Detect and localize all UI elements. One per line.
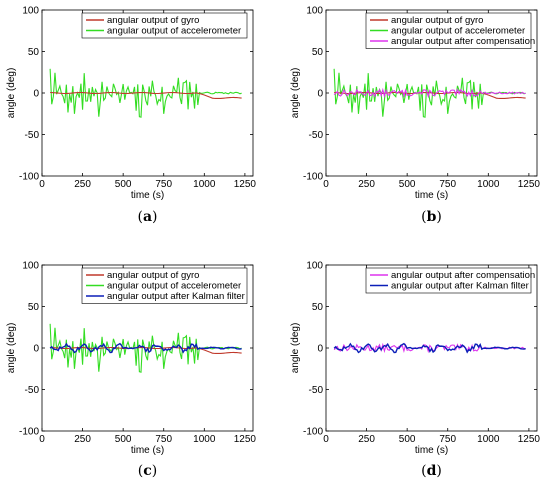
x-axis-label: time (s): [415, 445, 448, 456]
y-tick-label: 50: [28, 302, 40, 313]
y-tick-label: -50: [309, 385, 324, 396]
series-line-compensation: [333, 87, 526, 99]
series-line-gyro: [50, 346, 242, 355]
series-line-gyro: [50, 91, 242, 100]
y-tick-label: 0: [317, 89, 323, 100]
x-tick-label: 250: [358, 179, 375, 190]
legend-entry-gyro: angular output of gyro: [107, 15, 199, 26]
y-tick-label: 0: [33, 89, 39, 100]
y-tick-label: 0: [317, 344, 323, 355]
y-tick-label: 100: [306, 6, 323, 17]
x-tick-label: 750: [155, 179, 172, 190]
legend-entry-kalman: angular output after Kalman filter: [391, 281, 529, 292]
legend-entry-compensation: angular output after compensation: [391, 270, 535, 281]
x-tick-label: 250: [74, 434, 91, 445]
y-tick-label: 100: [22, 6, 39, 17]
chart-panel-b: 0 250 500 750 1000 1250 -100 -50 0 50 100 time (s) a…: [290, 6, 540, 226]
chart-panel-c: 0 250 500 750 1000 1250 -100 -50 0 50 100 time (s) a…: [6, 261, 256, 480]
panel-caption: (c): [138, 463, 157, 479]
x-tick-label: 500: [399, 434, 416, 445]
series-line-gyro: [334, 91, 526, 100]
legend-entry-compensation: angular output after compensation: [391, 36, 535, 47]
x-tick-label: 0: [323, 434, 329, 445]
panel-caption: (b): [421, 209, 442, 225]
y-tick-label: -50: [309, 130, 324, 141]
x-tick-label: 0: [39, 434, 45, 445]
y-tick-label: 50: [312, 302, 324, 313]
x-tick-label: 1000: [193, 179, 216, 190]
legend-box: [365, 267, 532, 294]
x-tick-label: 750: [439, 179, 456, 190]
y-tick-label: -100: [19, 172, 39, 183]
legend-entry-accelerometer: angular output of accelerometer: [107, 26, 241, 37]
x-tick-label: 1000: [477, 179, 500, 190]
x-axis-label: time (s): [415, 190, 448, 201]
y-tick-label: 50: [28, 47, 40, 58]
series-line-kalman: [49, 342, 242, 354]
x-tick-label: 1000: [477, 434, 500, 445]
x-axis-label: time (s): [131, 445, 164, 456]
y-tick-label: -50: [25, 130, 40, 141]
y-tick-label: -100: [303, 427, 323, 438]
y-tick-label: 100: [22, 261, 39, 272]
y-tick-label: -50: [25, 385, 40, 396]
y-tick-label: 50: [312, 47, 324, 58]
legend-box: [81, 267, 248, 304]
legend-entry-accelerometer: angular output of accelerometer: [107, 281, 241, 292]
x-tick-label: 1250: [518, 434, 541, 445]
x-tick-label: 1250: [234, 179, 257, 190]
y-tick-label: -100: [303, 172, 323, 183]
panel-caption: (d): [421, 463, 442, 479]
x-tick-label: 750: [439, 434, 456, 445]
x-tick-label: 500: [399, 179, 416, 190]
legend-entry-gyro: angular output of gyro: [107, 270, 199, 281]
chart-panel-d: 0 250 500 750 1000 1250 -100 -50 0 50 100 time (s) a…: [290, 261, 540, 480]
legend-box: [81, 12, 248, 39]
x-tick-label: 0: [323, 179, 329, 190]
series-line-accelerometer: [49, 68, 242, 118]
x-tick-label: 1000: [193, 434, 216, 445]
legend-box: [365, 12, 532, 49]
legend-entry-accelerometer: angular output of accelerometer: [391, 26, 525, 37]
y-axis-label: angle (deg): [6, 68, 17, 119]
legend: angular output after compensationangular…: [365, 267, 535, 294]
y-tick-label: 100: [306, 261, 323, 272]
chart-panel-a: 0 250 500 750 1000 1250 -100 -50 0 50 100 time (s) a…: [6, 6, 256, 226]
x-axis-label: time (s): [131, 190, 164, 201]
y-tick-label: -100: [19, 427, 39, 438]
y-axis-label: angle (deg): [290, 68, 301, 119]
x-tick-label: 750: [155, 434, 172, 445]
x-tick-label: 500: [115, 179, 132, 190]
x-tick-label: 250: [74, 179, 91, 190]
y-axis-label: angle (deg): [6, 323, 17, 374]
legend-entry-gyro: angular output of gyro: [391, 15, 483, 26]
x-tick-label: 500: [115, 434, 132, 445]
x-tick-label: 250: [358, 434, 375, 445]
panel-caption: (a): [137, 209, 157, 225]
series-line-kalman: [333, 342, 526, 354]
legend-entry-kalman: angular output after Kalman filter: [107, 291, 245, 302]
x-tick-label: 1250: [518, 179, 541, 190]
y-tick-label: 0: [33, 344, 39, 355]
y-axis-label: angle (deg): [290, 323, 301, 374]
x-tick-label: 1250: [234, 434, 257, 445]
x-tick-label: 0: [39, 179, 45, 190]
